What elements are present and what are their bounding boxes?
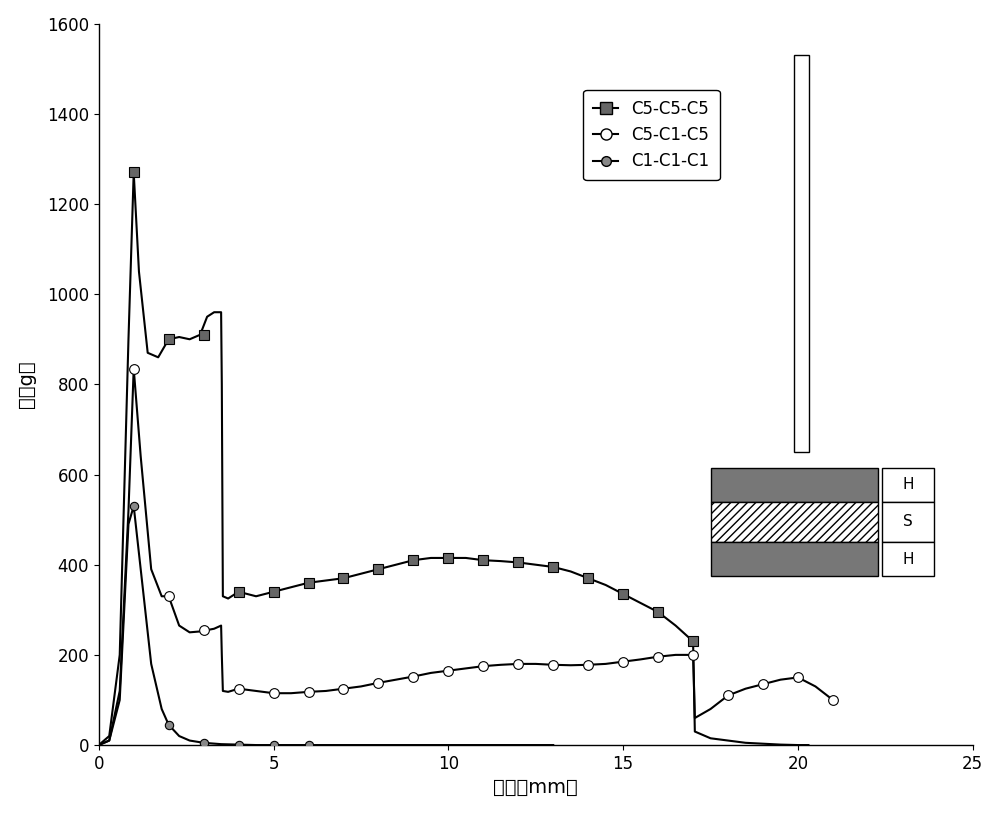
Y-axis label: 力（g）: 力（g） — [17, 361, 36, 408]
Bar — [882, 542, 934, 576]
Text: S: S — [903, 514, 913, 529]
Bar — [711, 542, 878, 576]
Bar — [794, 55, 809, 452]
Bar — [711, 501, 878, 542]
Text: H: H — [902, 552, 914, 567]
Bar — [882, 501, 934, 542]
Legend: C5-C5-C5, C5-C1-C5, C1-C1-C1: C5-C5-C5, C5-C1-C5, C1-C1-C1 — [583, 90, 720, 181]
Bar — [882, 468, 934, 501]
X-axis label: 距离（mm）: 距离（mm） — [493, 778, 578, 798]
Bar — [711, 468, 878, 501]
Text: H: H — [902, 477, 914, 492]
